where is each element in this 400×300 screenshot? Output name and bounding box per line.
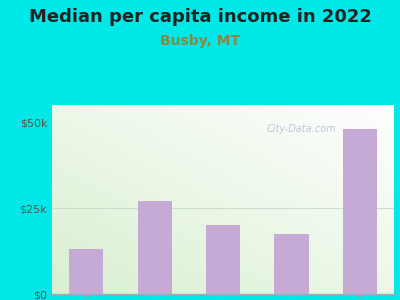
Text: City-Data.com: City-Data.com [267, 124, 336, 134]
Bar [138, 201, 172, 294]
Text: Busby, MT: Busby, MT [160, 34, 240, 49]
Bar [343, 129, 377, 294]
Bar [69, 249, 103, 294]
Bar [274, 234, 308, 294]
Text: Median per capita income in 2022: Median per capita income in 2022 [28, 8, 372, 26]
Bar [206, 225, 240, 294]
